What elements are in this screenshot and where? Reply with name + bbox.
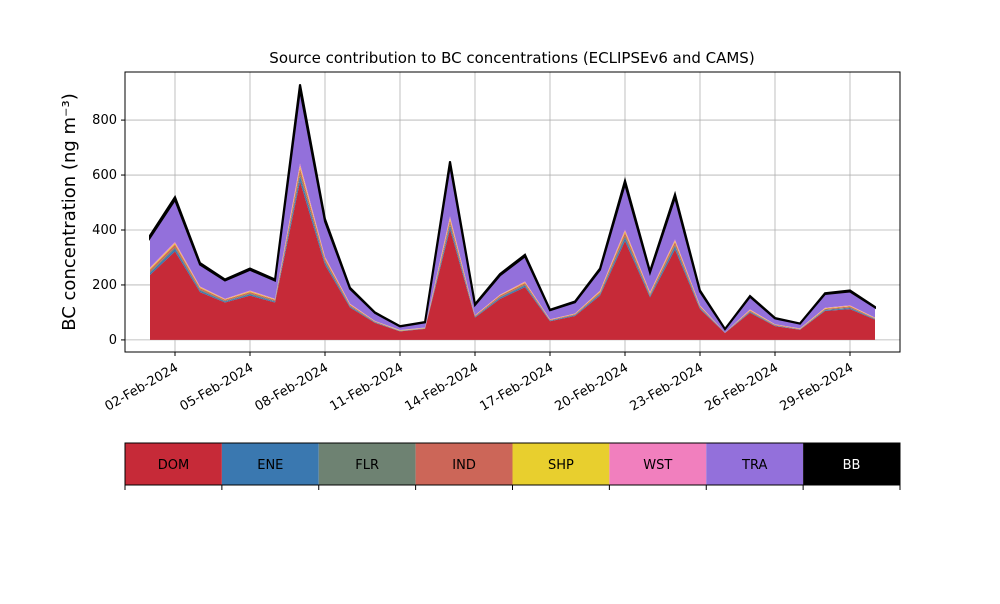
- legend-swatch: [221, 443, 319, 485]
- area: [150, 176, 875, 334]
- y-tick-label: 600: [92, 168, 117, 183]
- legend-label: ENE: [257, 458, 283, 473]
- x-tick-label: 11-Feb-2024: [327, 360, 406, 414]
- legend-label: DOM: [158, 458, 189, 473]
- legend-label: SHP: [548, 458, 574, 473]
- y-axis-label: BC concentration (ng m⁻³): [59, 93, 80, 331]
- legend-swatch: [125, 443, 222, 485]
- area: [149, 84, 876, 331]
- legend-label: WST: [643, 458, 672, 473]
- legend-label: TRA: [741, 458, 767, 473]
- legend-swatch: [512, 443, 610, 485]
- x-tick-label: 29-Feb-2024: [777, 360, 856, 414]
- area: [150, 181, 875, 340]
- x-tick-label: 08-Feb-2024: [252, 360, 331, 414]
- x-tick-label: 23-Feb-2024: [627, 360, 706, 414]
- legend-swatch: [609, 443, 707, 485]
- y-tick-label: 0: [109, 333, 117, 348]
- legend-swatch: [706, 443, 804, 485]
- legend-swatch: [803, 443, 900, 485]
- y-tick-label: 200: [92, 278, 117, 293]
- legend-label: IND: [452, 458, 476, 473]
- legend-swatch: [318, 443, 416, 485]
- plot-frame: [124, 71, 901, 353]
- legend-label: BB: [843, 458, 861, 473]
- chart-title: Source contribution to BC concentrations…: [269, 49, 754, 67]
- x-tick-label: 02-Feb-2024: [102, 360, 181, 414]
- x-tick-label: 20-Feb-2024: [552, 360, 631, 414]
- area: [150, 168, 875, 333]
- legend-swatch: [415, 443, 513, 485]
- legend-label: FLR: [355, 458, 379, 473]
- x-tick-label: 26-Feb-2024: [702, 360, 781, 414]
- x-tick-label: 14-Feb-2024: [402, 360, 481, 414]
- y-tick-label: 800: [92, 113, 117, 128]
- x-tick-label: 05-Feb-2024: [177, 360, 256, 414]
- y-tick-label: 400: [92, 223, 117, 238]
- legend-frame: [124, 442, 901, 486]
- x-tick-label: 17-Feb-2024: [477, 360, 556, 414]
